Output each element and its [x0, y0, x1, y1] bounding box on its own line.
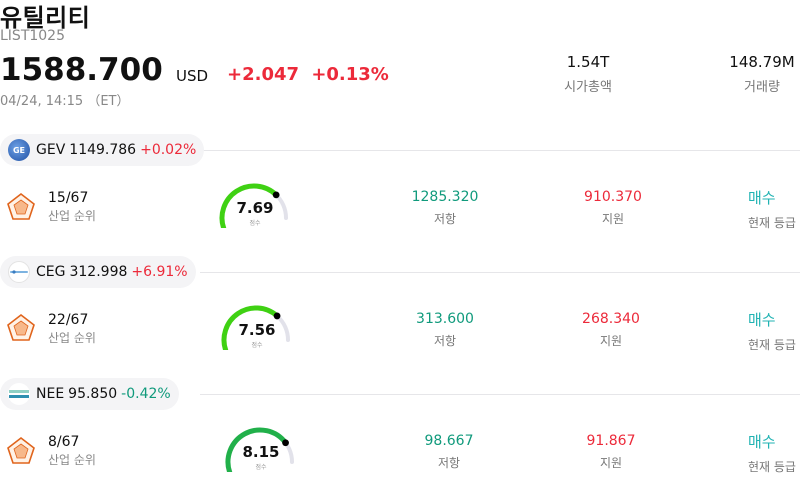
score-gauge: 7.69 점수: [213, 180, 303, 232]
quote-timestamp: 04/24, 14:15 （ET）: [0, 94, 130, 109]
industry-rank-value: 8/67: [48, 434, 80, 450]
stock-chip[interactable]: NEE 95.850 -0.42%: [0, 378, 179, 410]
stock-card[interactable]: NEE 95.850 -0.42% 8/67 산업 순위 8.15 점수 98.…: [0, 378, 800, 488]
stock-chip[interactable]: CEG 312.998 +6.91%: [0, 256, 196, 288]
stock-price: 1149.786: [69, 142, 137, 158]
stock-price: 312.998: [69, 264, 128, 280]
nee-logo-mark: [9, 390, 29, 398]
resistance-level: 1285.320 저항: [400, 189, 490, 227]
ceg-logo-icon: [8, 261, 30, 283]
price-currency: USD: [176, 67, 209, 85]
stock-card[interactable]: CEG 312.998 +6.91% 22/67 산업 순위 7.56 점수 3…: [0, 256, 800, 378]
section-divider: [200, 150, 800, 151]
score-gauge: 7.56 점수: [215, 302, 305, 354]
support-level: 268.340 지원: [566, 311, 656, 349]
industry-rank-label: 산업 순위: [48, 209, 96, 223]
score-value: 7.69: [236, 199, 274, 217]
market-cap-label: 시가총액: [564, 80, 612, 95]
nee-logo-icon: [8, 383, 30, 405]
current-rating: 매수 현재 등급: [748, 309, 800, 353]
support-value: 268.340: [582, 311, 640, 327]
stock-change: +6.91%: [131, 264, 188, 280]
score-gauge-arc: [219, 183, 288, 232]
rating-value: 매수: [748, 433, 776, 451]
market-cap-value: 1.54T: [566, 53, 610, 71]
score-gauge: 8.15 점수: [219, 424, 309, 476]
price-change: +2.047 +0.13%: [227, 64, 395, 85]
index-price: 1588.700: [0, 52, 163, 88]
ge-logo-icon: GE: [8, 139, 30, 161]
stock-symbol: GEV: [36, 142, 66, 158]
support-value: 91.867: [586, 433, 636, 449]
resistance-label: 저항: [433, 212, 457, 226]
resistance-label: 저항: [437, 456, 461, 470]
current-rating: 매수 현재 등급: [748, 431, 800, 475]
price-change-abs: +2.047: [227, 64, 300, 85]
ge-logo-text: GE: [12, 145, 26, 155]
ceg-logo-mark: [10, 270, 28, 274]
section-divider: [200, 394, 800, 395]
resistance-value: 313.600: [416, 311, 474, 327]
stock-change: +0.02%: [140, 142, 197, 158]
industry-rank-value: 15/67: [48, 190, 89, 206]
rating-label: 현재 등급: [748, 338, 796, 352]
pentagon-radar-icon: [7, 313, 35, 341]
resistance-value: 1285.320: [411, 189, 479, 205]
resistance-value: 98.667: [424, 433, 474, 449]
volume-label: 거래량: [744, 80, 780, 95]
score-gauge-arc: [225, 427, 294, 476]
resistance-level: 313.600 저항: [400, 311, 490, 349]
price-change-pct: +0.13%: [311, 64, 389, 85]
support-level: 91.867 지원: [566, 433, 656, 471]
stock-symbol: CEG: [36, 264, 66, 280]
support-value: 910.370: [584, 189, 642, 205]
pentagon-radar-icon: [7, 436, 35, 464]
stock-symbol: NEE: [36, 386, 65, 402]
score-label: 점수: [249, 220, 261, 227]
rating-value: 매수: [748, 189, 776, 207]
score-label: 점수: [251, 342, 263, 349]
score-gauge-arc: [221, 305, 290, 354]
industry-rank-label: 산업 순위: [48, 331, 96, 345]
rating-label: 현재 등급: [748, 216, 796, 230]
page-title: 유틸리티: [0, 4, 91, 32]
current-rating: 매수 현재 등급: [748, 187, 800, 231]
industry-rank: 15/67 산업 순위: [48, 190, 96, 224]
industry-rank: 8/67 산업 순위: [48, 434, 96, 468]
industry-rank-label: 산업 순위: [48, 453, 96, 467]
index-code: LIST1025: [0, 28, 65, 44]
score-value: 8.15: [242, 443, 280, 461]
dot-marker-icon: [273, 312, 281, 320]
volume-stat: 148.79M 거래량: [722, 53, 800, 95]
score-label: 점수: [255, 464, 267, 471]
stock-chip[interactable]: GE GEV 1149.786 +0.02%: [0, 134, 205, 166]
stock-change: -0.42%: [121, 386, 171, 402]
stock-card[interactable]: GE GEV 1149.786 +0.02% 15/67 산업 순위 7.69 …: [0, 134, 800, 256]
resistance-level: 98.667 저항: [404, 433, 494, 471]
rating-label: 현재 등급: [748, 460, 796, 474]
dot-marker-icon: [282, 439, 289, 447]
pentagon-radar-icon: [7, 192, 35, 220]
industry-rank-value: 22/67: [48, 312, 89, 328]
support-label: 지원: [599, 334, 623, 348]
industry-rank: 22/67 산업 순위: [48, 312, 96, 346]
resistance-label: 저항: [433, 334, 457, 348]
rating-value: 매수: [748, 311, 776, 329]
volume-value: 148.79M: [729, 53, 795, 71]
support-label: 지원: [601, 212, 625, 226]
stock-price: 95.850: [68, 386, 118, 402]
section-divider: [200, 272, 800, 273]
market-cap-stat: 1.54T 시가총액: [548, 53, 628, 95]
dot-marker-icon: [272, 191, 280, 199]
support-level: 910.370 지원: [568, 189, 658, 227]
support-label: 지원: [599, 456, 623, 470]
score-value: 7.56: [238, 321, 276, 339]
